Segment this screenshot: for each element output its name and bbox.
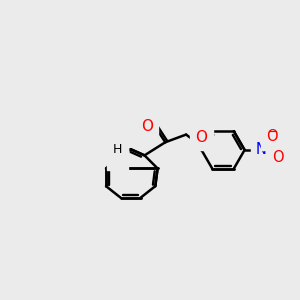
Text: N: N <box>112 151 123 165</box>
Text: O: O <box>272 150 284 165</box>
Text: O: O <box>196 130 208 145</box>
Text: −: − <box>268 126 278 139</box>
Text: O: O <box>141 118 153 134</box>
Text: +: + <box>262 139 272 149</box>
Text: N: N <box>256 142 267 158</box>
Text: O: O <box>266 129 278 144</box>
Text: H: H <box>113 143 122 157</box>
